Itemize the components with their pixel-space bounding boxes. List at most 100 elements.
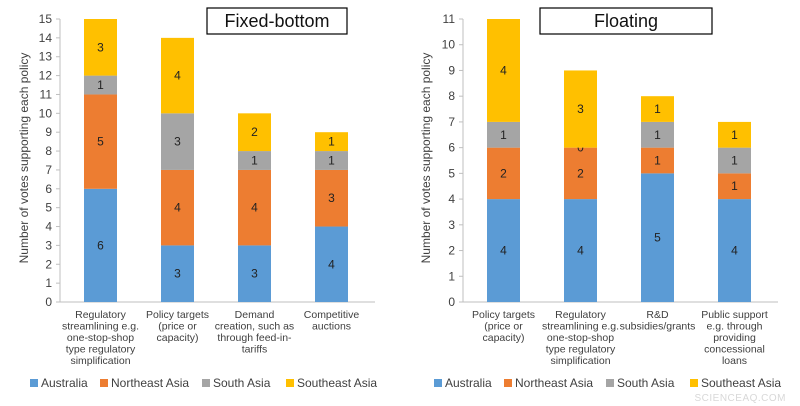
- y-tick-label: 3: [45, 238, 52, 252]
- data-label: 4: [174, 201, 181, 215]
- category-label: Policy targets (price or capacity): [146, 309, 209, 344]
- data-label: 2: [500, 166, 507, 180]
- category-label-line: one-stop-shop: [547, 332, 614, 344]
- category-label-line: tariffs: [242, 344, 267, 356]
- data-label: 1: [731, 179, 738, 193]
- data-label: 5: [654, 231, 661, 245]
- category-label-line: loans: [722, 355, 747, 367]
- category-label-line: Regulatory: [75, 309, 127, 321]
- category-label-line: (price or: [484, 321, 523, 333]
- data-label: 4: [577, 244, 584, 258]
- y-axis-label: Number of votes supporting each policy: [419, 53, 433, 264]
- data-label: 3: [251, 267, 258, 281]
- data-label: 1: [654, 154, 661, 168]
- category-label-line: Regulatory: [555, 309, 607, 321]
- chart-panel-1: Fixed-bottom Number of votes supporting e…: [17, 8, 377, 390]
- y-tick-label: 0: [45, 295, 52, 309]
- data-label: 1: [731, 154, 738, 168]
- data-label: 4: [500, 244, 507, 258]
- legend-label: Southeast Asia: [701, 376, 781, 390]
- legend-label: Northeast Asia: [515, 376, 593, 390]
- legend-swatch-southeast-asia: [286, 379, 294, 387]
- category-label-line: type regulatory: [66, 344, 136, 356]
- legend-label: South Asia: [213, 376, 271, 390]
- category-label: Regulatory streamlining e.g. one-stop-shop…: [542, 309, 619, 367]
- category-label-line: subsidies/grants: [620, 321, 696, 333]
- legend-swatch-northeast-asia: [504, 379, 512, 387]
- category-label-line: Competitive: [304, 309, 360, 321]
- y-tick-label: 15: [39, 12, 53, 26]
- category-label-line: concessional: [704, 344, 765, 356]
- category-label: R&D subsidies/grants: [620, 309, 696, 333]
- data-label: 6: [97, 238, 104, 252]
- category-label: Policy targets (price or capacity): [472, 309, 535, 344]
- category-label-line: streamlining e.g.: [62, 321, 139, 333]
- y-tick-label: 10: [442, 38, 456, 52]
- legend-label: Australia: [41, 376, 88, 390]
- category-label-line: type regulatory: [546, 344, 616, 356]
- data-label: 1: [328, 154, 335, 168]
- legend-label: Northeast Asia: [111, 376, 189, 390]
- y-tick-label: 2: [45, 257, 52, 271]
- data-label: 4: [731, 244, 738, 258]
- data-label: 1: [97, 78, 104, 92]
- category-label-line: capacity): [156, 332, 198, 344]
- data-label: 2: [251, 125, 258, 139]
- y-tick-label: 6: [45, 182, 52, 196]
- legend-swatch-southeast-asia: [690, 379, 698, 387]
- category-label-line: auctions: [312, 321, 351, 333]
- data-label: 1: [251, 154, 258, 168]
- category-label-line: simplification: [70, 355, 130, 367]
- data-label: 2: [577, 166, 584, 180]
- category-label-line: one-stop-shop: [67, 332, 134, 344]
- data-label: 3: [174, 267, 181, 281]
- category-label: Competitive auctions: [304, 309, 360, 333]
- category-label-line: (price or: [158, 321, 197, 333]
- y-tick-label: 8: [45, 144, 52, 158]
- y-tick-label: 13: [39, 50, 53, 64]
- chart-title: Fixed-bottom: [224, 11, 329, 31]
- y-tick-label: 6: [448, 141, 455, 155]
- legend-swatch-northeast-asia: [100, 379, 108, 387]
- y-tick-label: 4: [45, 220, 52, 234]
- y-tick-label: 11: [443, 12, 456, 26]
- y-axis-label: Number of votes supporting each policy: [17, 53, 31, 264]
- data-label: 4: [251, 201, 258, 215]
- category-label: Public support e.g. through providing conce…: [701, 309, 768, 367]
- category-label-line: simplification: [550, 355, 610, 367]
- y-tick-label: 5: [448, 166, 455, 180]
- category-label-line: Policy targets: [472, 309, 535, 321]
- category-label-line: Public support: [701, 309, 768, 321]
- y-tick-label: 2: [448, 244, 455, 258]
- category-label-line: through feed-in-: [217, 332, 292, 344]
- y-tick-label: 7: [45, 163, 52, 177]
- y-tick-label: 10: [39, 106, 53, 120]
- chart-panel-2: Floating Number of votes supporting each …: [419, 8, 781, 390]
- data-label: 1: [500, 128, 507, 142]
- category-label: Regulatory streamlining e.g. one-stop-shop…: [62, 309, 139, 367]
- legend-label: Southeast Asia: [297, 376, 377, 390]
- y-tick-label: 11: [40, 87, 53, 101]
- category-label-line: R&D: [646, 309, 669, 321]
- y-tick-label: 9: [448, 63, 455, 77]
- watermark: SCIENCEAQ.COM: [694, 393, 786, 404]
- y-tick-label: 8: [448, 89, 455, 103]
- data-label: 1: [654, 102, 661, 116]
- data-label: 3: [577, 102, 584, 116]
- legend-swatch-australia: [30, 379, 38, 387]
- data-label: 1: [328, 135, 335, 149]
- category-label-line: streamlining e.g.: [542, 321, 619, 333]
- y-tick-label: 5: [45, 201, 52, 215]
- y-tick-label: 4: [448, 192, 455, 206]
- data-label: 4: [174, 69, 181, 83]
- data-label: 4: [328, 257, 335, 271]
- chart-title: Floating: [594, 11, 658, 31]
- y-tick-label: 14: [39, 31, 53, 45]
- y-tick-label: 12: [39, 69, 53, 83]
- legend-label: South Asia: [617, 376, 675, 390]
- legend-swatch-south-asia: [202, 379, 210, 387]
- data-label: 3: [97, 40, 104, 54]
- legend-label: Australia: [445, 376, 492, 390]
- data-label: 3: [328, 191, 335, 205]
